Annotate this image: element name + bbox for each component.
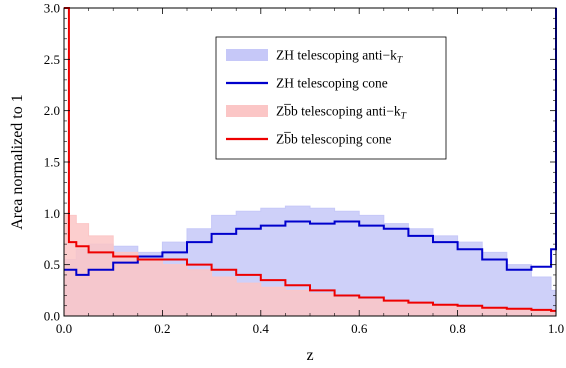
y-tick-label: 1.0	[44, 206, 60, 221]
legend: ZH telescoping anti−kT ZH telescoping con…	[215, 36, 447, 160]
x-tick-label: 0.4	[253, 321, 270, 336]
legend-label-0: ZH telescoping anti−kT	[276, 48, 403, 66]
x-tick-label: 0.0	[56, 321, 72, 336]
y-tick-label: 2.5	[44, 52, 60, 67]
x-tick-label: 1.0	[548, 321, 564, 336]
legend-label-2: Zb̅b telescoping anti−kT	[276, 104, 407, 122]
y-tick-label: 2.0	[44, 103, 60, 118]
axis-ticks: 0.0 0.2 0.4 0.6 0.8 1.0 0.0 0.5 1.0 1.5 2.0 2.5 3.0	[44, 1, 564, 337]
y-tick-label: 3.0	[44, 1, 60, 16]
legend-swatch-fill-0	[226, 49, 268, 61]
series-line-1	[64, 8, 557, 276]
x-axis-title: z	[306, 347, 313, 364]
y-axis-title: Area normalized to 1	[9, 94, 26, 230]
y-tick-label: 1.5	[44, 155, 60, 170]
data-layer	[63, 7, 557, 317]
x-tick-label: 0.8	[449, 321, 465, 336]
legend-label-1: ZH telescoping cone	[276, 76, 388, 91]
legend-label-3: Zb̅b telescoping cone	[276, 132, 391, 147]
x-tick-label: 0.2	[154, 321, 170, 336]
x-tick-label: 0.6	[351, 321, 368, 336]
y-tick-label: 0.5	[44, 257, 60, 272]
series-line-3	[64, 7, 556, 312]
y-tick-label: 0.0	[44, 309, 60, 324]
legend-swatch-fill-2	[226, 105, 268, 117]
